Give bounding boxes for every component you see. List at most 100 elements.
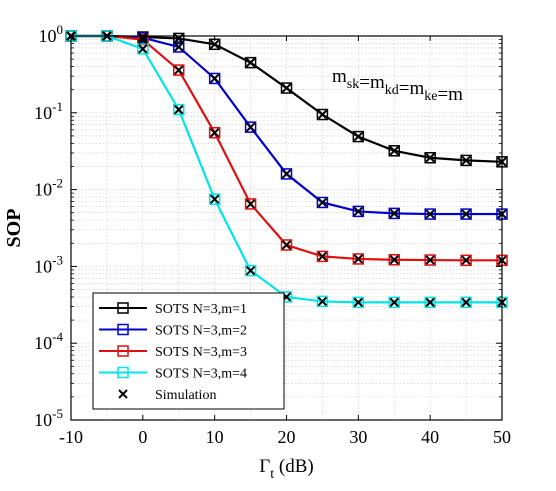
simulation-marker xyxy=(281,83,292,93)
legend-marker xyxy=(117,345,129,357)
simulation-cross xyxy=(461,155,471,166)
legend-entry: SOTS N=3,m=3 xyxy=(99,345,247,360)
series-marker xyxy=(352,205,365,218)
simulation-cross xyxy=(425,153,435,163)
simulation-cross xyxy=(209,73,220,84)
series-marker xyxy=(424,296,436,309)
series-marker xyxy=(316,295,329,308)
simulation-cross xyxy=(281,240,292,250)
series-marker xyxy=(388,296,400,309)
series-marker xyxy=(352,296,365,309)
series-marker xyxy=(388,207,400,220)
simulation-marker xyxy=(425,209,435,219)
legend-entry: SOTS N=3,m=1 xyxy=(99,302,247,317)
simulation-marker xyxy=(317,251,328,262)
x-tick-label: -10 xyxy=(59,427,83,447)
simulation-cross xyxy=(317,109,328,120)
series-marker xyxy=(316,108,329,121)
simulation-marker xyxy=(281,240,292,250)
series-marker xyxy=(244,198,257,210)
y-tick-label: 100 xyxy=(39,22,64,46)
simulation-cross xyxy=(353,131,364,142)
simulation-cross xyxy=(245,199,256,209)
series-marker xyxy=(460,154,472,167)
series-marker xyxy=(352,130,365,143)
series-marker xyxy=(173,41,185,53)
simulation-marker xyxy=(245,265,256,276)
legend: SOTS N=3,m=1 SOTS N=3,m=2 SOTS N=3,m=3 SOTS… xyxy=(92,292,285,410)
y-axis-label: SOP xyxy=(3,209,25,248)
legend-marker xyxy=(117,323,129,336)
x-tick-label: 40 xyxy=(421,427,439,447)
x-tick-label: 30 xyxy=(349,427,367,447)
simulation-cross xyxy=(209,128,220,138)
simulation-marker xyxy=(461,209,471,219)
x-axis-label-subscript: t xyxy=(270,467,274,482)
simulation-marker xyxy=(461,155,471,166)
series-marker xyxy=(352,253,365,265)
legend-entry: Simulation xyxy=(118,388,216,403)
simulation-cross xyxy=(245,265,256,276)
simulation-marker xyxy=(461,297,471,308)
simulation-cross xyxy=(461,297,471,308)
simulation-marker xyxy=(209,73,220,84)
legend-entry: SOTS N=3,m=4 xyxy=(99,367,247,382)
simulation-cross xyxy=(281,169,292,179)
series-marker xyxy=(316,196,329,209)
series-marker xyxy=(424,151,436,164)
series-lines xyxy=(65,30,508,309)
simulation-marker xyxy=(389,255,399,265)
series-marker xyxy=(460,208,472,220)
simulation-cross xyxy=(353,206,364,217)
simulation-marker xyxy=(209,194,220,204)
legend-marker xyxy=(117,366,129,379)
series-marker xyxy=(244,264,257,277)
series-marker xyxy=(173,64,185,76)
simulation-marker xyxy=(389,208,399,219)
x-axis-label: Γt (dB) xyxy=(259,456,313,482)
series-marker xyxy=(388,254,400,266)
series-marker xyxy=(316,250,329,263)
series-marker xyxy=(424,254,436,266)
simulation-marker xyxy=(245,122,256,132)
x-tick-label: 20 xyxy=(278,427,296,447)
series-marker xyxy=(173,32,185,45)
simulation-marker xyxy=(281,169,292,179)
y-tick-label: 10-4 xyxy=(34,329,63,353)
simulation-marker xyxy=(353,254,364,264)
simulation-cross xyxy=(389,146,399,156)
series-marker xyxy=(280,239,293,251)
x-tick-label: 50 xyxy=(493,427,511,447)
series-marker xyxy=(280,168,293,180)
simulation-cross xyxy=(281,83,292,93)
series-marker xyxy=(460,254,472,267)
simulation-marker xyxy=(317,197,328,208)
simulation-cross xyxy=(317,296,328,307)
legend-entry: SOTS N=3,m=2 xyxy=(99,324,247,339)
simulation-cross xyxy=(461,209,471,219)
series-marker xyxy=(208,126,221,139)
legend-label: SOTS N=3,m=3 xyxy=(155,345,247,360)
x-axis-label-unit: (dB) xyxy=(274,456,314,477)
series-marker xyxy=(137,43,149,55)
simulation-marker xyxy=(389,297,399,308)
series-marker xyxy=(208,193,221,205)
simulation-marker xyxy=(461,255,471,266)
legend-cross xyxy=(118,389,128,399)
simulation-cross xyxy=(245,122,256,132)
simulation-marker xyxy=(209,39,220,49)
y-tick-label: 10-5 xyxy=(34,406,63,430)
simulation-marker xyxy=(317,296,328,307)
simulation-marker xyxy=(353,297,364,308)
simulation-marker xyxy=(245,199,256,209)
x-axis-label-main: Γ xyxy=(259,456,270,477)
simulation-marker xyxy=(425,297,435,308)
legend-label: SOTS N=3,m=4 xyxy=(155,367,247,382)
simulation-cross xyxy=(425,297,435,308)
parameter-annotation: msk=mkd=mke=m xyxy=(332,66,463,105)
simulation-marker xyxy=(317,109,328,120)
y-tick-label: 10-3 xyxy=(34,252,63,276)
simulation-cross xyxy=(209,194,220,204)
simulation-cross xyxy=(389,255,399,265)
